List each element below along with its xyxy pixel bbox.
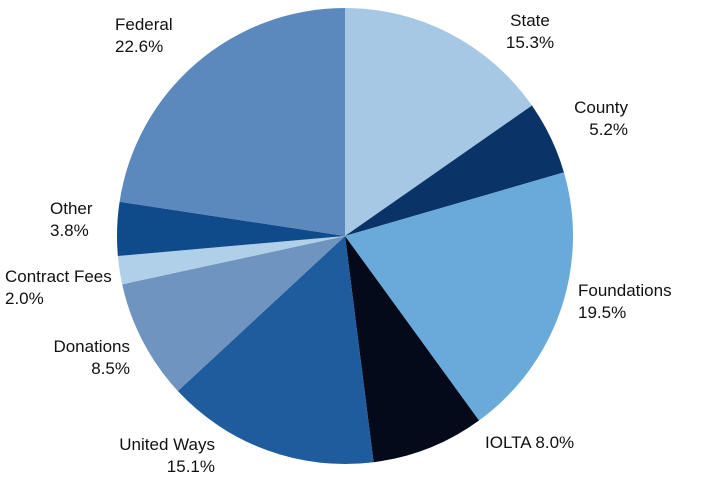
- slice-label: Foundations 19.5%: [578, 280, 698, 324]
- slice-label: Donations 8.5%: [25, 336, 130, 380]
- category-name: Other: [50, 199, 93, 218]
- pie-slice: [345, 8, 532, 236]
- slice-label: Contract Fees 2.0%: [5, 266, 115, 310]
- slice-label: State 15.3%: [490, 10, 570, 54]
- pie-slice: [117, 236, 346, 285]
- pie-slice: [122, 236, 346, 392]
- slice-label: County 5.2%: [548, 97, 628, 141]
- category-name: State: [510, 11, 550, 30]
- value-label: 22.6%: [115, 37, 164, 56]
- value-label: 15.1%: [166, 457, 215, 476]
- slice-label: Other 3.8%: [50, 198, 120, 242]
- pie-slice: [117, 201, 345, 257]
- category-name: Federal: [115, 15, 173, 34]
- category-name: Donations: [53, 337, 130, 356]
- pie-slice: [345, 172, 573, 421]
- category-name: County: [574, 98, 628, 117]
- value-label: 15.3%: [505, 33, 555, 52]
- slice-label: IOLTA 8.0%: [485, 432, 625, 454]
- category-name: Foundations: [578, 281, 672, 300]
- pie-slice: [345, 105, 564, 236]
- value-label: 8.0%: [535, 433, 575, 452]
- value-label: 8.5%: [91, 359, 130, 378]
- pie-slice: [345, 236, 480, 463]
- value-label: 2.0%: [5, 289, 44, 308]
- slice-label: Federal 22.6%: [115, 14, 205, 58]
- slice-label: United Ways 15.1%: [85, 434, 215, 478]
- value-label: 5.2%: [589, 120, 628, 139]
- value-label: 3.8%: [50, 221, 89, 240]
- pie-slice: [119, 8, 345, 236]
- pie-slice: [177, 236, 374, 464]
- category-name: IOLTA: [485, 433, 531, 452]
- category-name: Contract Fees: [5, 267, 112, 286]
- category-name: United Ways: [119, 435, 215, 454]
- value-label: 19.5%: [578, 303, 627, 322]
